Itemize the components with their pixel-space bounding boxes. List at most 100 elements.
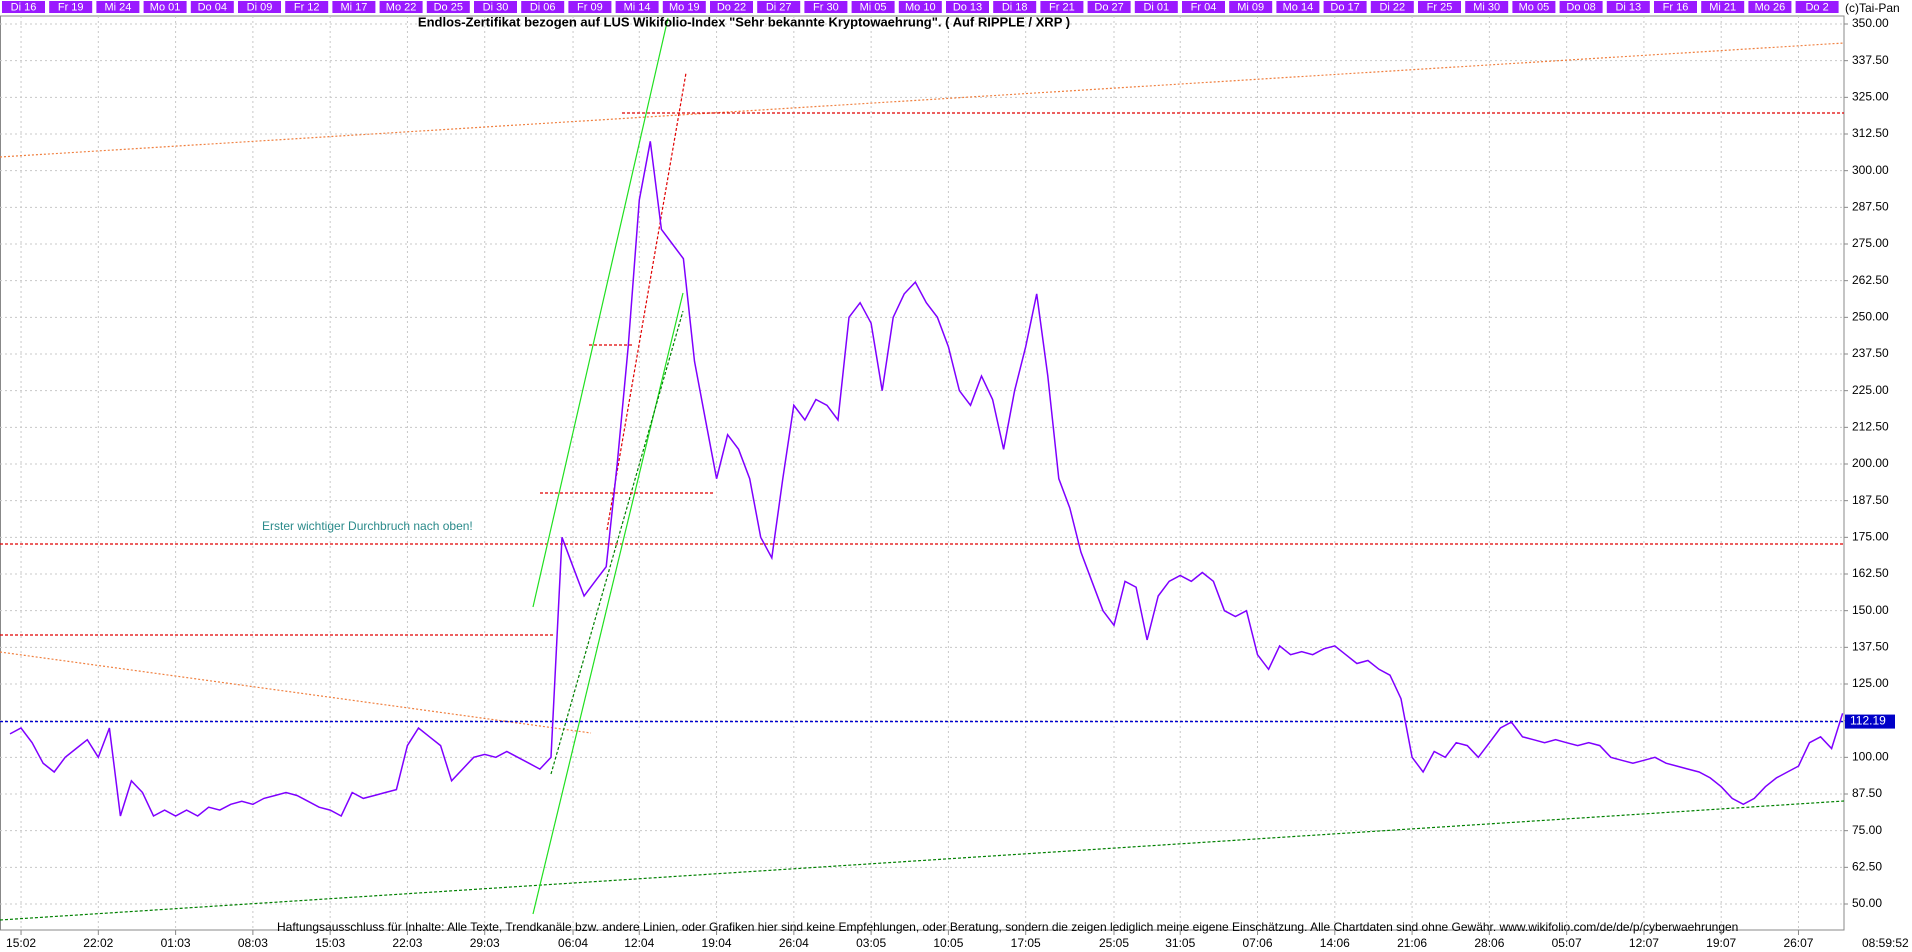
y-tick-label: 287.50 (1852, 200, 1889, 214)
x-tick-label: 12:04 (624, 936, 654, 950)
x-tick-label: 26:04 (779, 936, 809, 950)
top-label: Fr 30 (813, 1, 839, 13)
top-label-box (1134, 1, 1178, 13)
top-label: Di 09 (247, 1, 273, 13)
top-label-box (426, 1, 470, 13)
top-label: Di 27 (766, 1, 792, 13)
y-tick-label: 337.50 (1852, 53, 1889, 67)
top-label: Mi 30 (1473, 1, 1500, 13)
top-label-box (1323, 1, 1367, 13)
y-tick-label: 262.50 (1852, 273, 1889, 287)
x-tick-label: 15:03 (315, 936, 345, 950)
top-label-box (710, 1, 753, 13)
top-label-box (804, 1, 848, 13)
top-label-box (1748, 1, 1792, 13)
x-tick-label: 28:06 (1474, 936, 1504, 950)
top-label: Do 04 (198, 1, 227, 13)
top-label-box (1701, 1, 1745, 13)
top-label-box (1465, 1, 1509, 13)
y-tick-label: 225.00 (1852, 383, 1889, 397)
price-line (9, 141, 1844, 818)
y-tick-label: 75.00 (1852, 823, 1882, 837)
y-tick-label: 87.50 (1852, 786, 1882, 800)
top-label: Di 18 (1002, 1, 1028, 13)
y-tick-label: 175.00 (1852, 530, 1889, 544)
trendline (532, 17, 669, 608)
last-value-label: 112.19 (1850, 714, 1886, 728)
y-tick-label: 275.00 (1852, 236, 1889, 250)
x-tick-label: 07:06 (1243, 936, 1273, 950)
y-tick-label: 237.50 (1852, 346, 1889, 360)
top-label: Di 06 (530, 1, 556, 13)
trendline (550, 310, 684, 775)
top-label-box (1654, 1, 1697, 13)
top-label: Do 27 (1094, 1, 1123, 13)
top-label: Mo 05 (1519, 1, 1550, 13)
y-tick-label: 325.00 (1852, 90, 1889, 104)
top-label-box (49, 1, 93, 13)
y-tick-label: 62.50 (1852, 860, 1882, 874)
top-label-box (190, 1, 234, 13)
plot-frame (0, 15, 1845, 931)
top-label-box (474, 1, 517, 13)
top-label: Do 08 (1566, 1, 1595, 13)
top-label: Mo 10 (905, 1, 936, 13)
top-label-box (143, 1, 187, 13)
top-label: Mi 05 (860, 1, 887, 13)
top-label-box (993, 1, 1037, 13)
x-tick-label: 03:05 (856, 936, 886, 950)
top-label-box (1087, 1, 1131, 13)
top-label: Mo 01 (150, 1, 181, 13)
x-tick-label: 19:04 (702, 936, 732, 950)
top-label: Do 2 (1805, 1, 1828, 13)
top-label: Mi 09 (1237, 1, 1264, 13)
top-label-box (2, 1, 45, 13)
y-tick-label: 212.50 (1852, 420, 1889, 434)
x-tick-label: 01:03 (161, 936, 191, 950)
top-label-box (285, 1, 329, 13)
top-label-box (662, 1, 706, 13)
top-label-box (1229, 1, 1273, 13)
top-label: Di 13 (1615, 1, 1641, 13)
y-tick-label: 125.00 (1852, 676, 1889, 690)
top-label-box (946, 1, 989, 13)
top-label: Di 16 (11, 1, 37, 13)
top-label: Fr 25 (1427, 1, 1453, 13)
top-label-box (521, 1, 565, 13)
annotation: Erster wichtiger Durchbruch nach oben! (262, 519, 473, 533)
top-label-box (1276, 1, 1320, 13)
x-tick-label: 17:05 (1011, 936, 1041, 950)
trendline (0, 651, 592, 734)
top-label: Fr 04 (1191, 1, 1217, 13)
top-label: Fr 21 (1049, 1, 1075, 13)
x-tick-label: 26:07 (1783, 936, 1813, 950)
top-label: Do 22 (717, 1, 746, 13)
y-tick-label: 350.00 (1852, 16, 1889, 30)
top-label: Mi 21 (1709, 1, 1736, 13)
top-label: Di 22 (1379, 1, 1405, 13)
top-label-box (238, 1, 281, 13)
top-label-box (568, 1, 612, 13)
top-label-box (851, 1, 895, 13)
copyright: (c)Tai-Pan (1845, 1, 1900, 15)
top-label: Mi 24 (104, 1, 131, 13)
top-label-box (757, 1, 801, 13)
x-tick-label: 22:02 (83, 936, 113, 950)
x-tick-label: 14:06 (1320, 936, 1350, 950)
y-tick-label: 300.00 (1852, 163, 1889, 177)
x-tick-label: 12:07 (1629, 936, 1659, 950)
x-tick-label: 08:03 (238, 936, 268, 950)
last-value-box (1845, 714, 1895, 729)
top-label: Fr 16 (1663, 1, 1689, 13)
time: 08:59:52 (1862, 936, 1909, 950)
y-tick-label: 100.00 (1852, 750, 1889, 764)
top-label: Mo 14 (1283, 1, 1314, 13)
top-label: Di 30 (483, 1, 509, 13)
top-label-box (1606, 1, 1650, 13)
top-label-box (332, 1, 376, 13)
trendline (606, 72, 687, 531)
x-tick-label: 31:05 (1165, 936, 1195, 950)
top-label-box (1370, 1, 1414, 13)
x-tick-label: 10:05 (933, 936, 963, 950)
y-tick-label: 150.00 (1852, 603, 1889, 617)
